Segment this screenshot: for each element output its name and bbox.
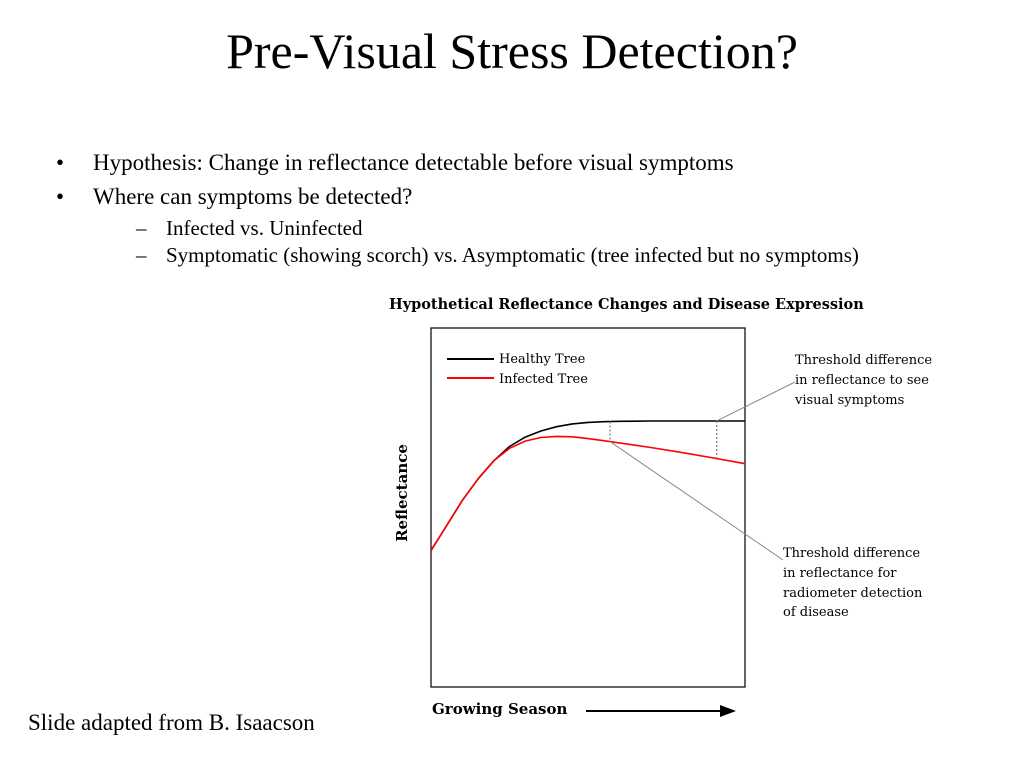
bullet-where: Where can symptoms be detected? xyxy=(56,180,916,214)
sub-bullet-symptomatic: Symptomatic (showing scorch) vs. Asympto… xyxy=(136,243,916,268)
bullet-list: Hypothesis: Change in reflectance detect… xyxy=(56,146,916,268)
series-line-infected-tree xyxy=(430,435,746,552)
plot-layer xyxy=(430,381,796,561)
annotation-visual-line-2: in reflectance to see xyxy=(795,373,929,388)
annotation-radiometer-line-4: of disease xyxy=(783,605,849,620)
annotation-visual-line-3: visual symptoms xyxy=(794,393,904,408)
y-axis-label: Reflectance xyxy=(393,444,411,542)
chart-title: Hypothetical Reflectance Changes and Dis… xyxy=(389,296,864,313)
bullet-hypothesis: Hypothesis: Change in reflectance detect… xyxy=(56,146,916,180)
leader-line-radiometer xyxy=(609,441,784,561)
legend-label-healthy: Healthy Tree xyxy=(499,352,586,367)
annotation-radiometer-line-3: radiometer detection xyxy=(783,586,923,601)
slide-title: Pre-Visual Stress Detection? xyxy=(226,23,798,79)
legend-label-infected: Infected Tree xyxy=(499,372,588,387)
annotation-visual-line-1: Threshold difference xyxy=(795,353,932,368)
leader-line-visual xyxy=(716,381,796,422)
sub-bullet-infected: Infected vs. Uninfected xyxy=(136,216,916,241)
x-axis-label: Growing Season xyxy=(432,700,567,718)
annotation-radiometer-line-2: in reflectance for xyxy=(783,566,897,581)
plot-frame xyxy=(430,327,746,688)
footer-credit: Slide adapted from B. Isaacson xyxy=(28,710,315,735)
x-axis-arrow-head xyxy=(720,705,736,717)
annotation-radiometer-line-1: Threshold difference xyxy=(783,546,920,561)
series-line-healthy-tree xyxy=(430,420,745,552)
